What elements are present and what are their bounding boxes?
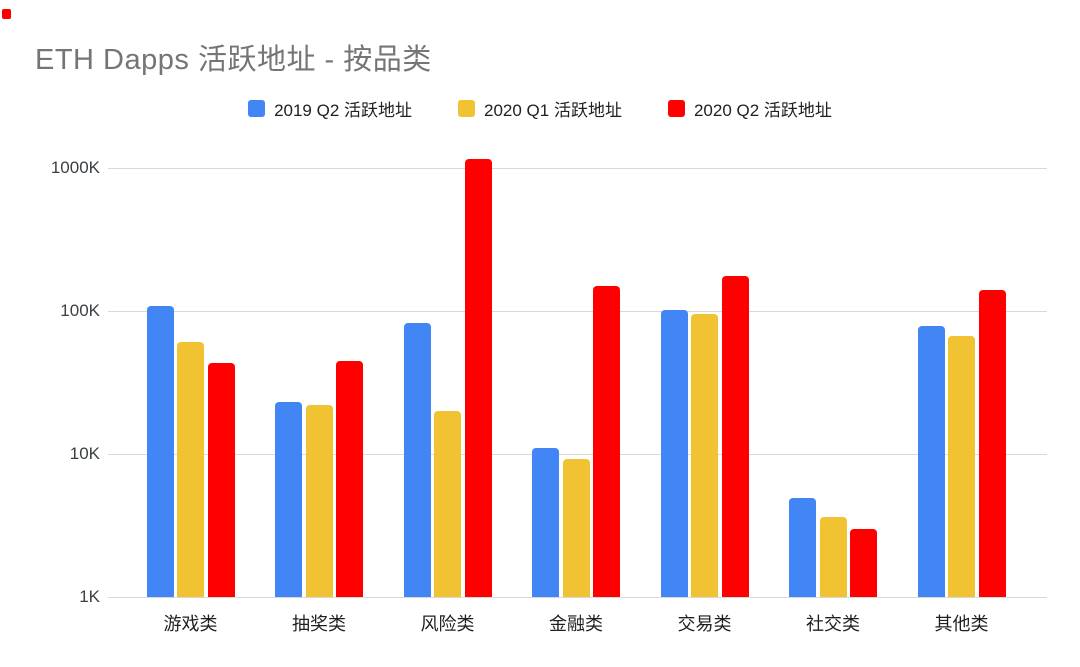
- bar-金融类-2019 Q2 活跃地址[interactable]: [532, 448, 559, 597]
- legend-item-label: 2020 Q2 活跃地址: [693, 100, 832, 120]
- gridline: [108, 597, 1047, 598]
- bar-游戏类-2019 Q2 活跃地址[interactable]: [146, 306, 174, 597]
- bar-其他类-2019 Q2 活跃地址[interactable]: [917, 325, 945, 597]
- legend-item-label: 2020 Q1 活跃地址: [484, 100, 622, 120]
- y-axis-label: 1K: [79, 587, 100, 606]
- bar-交易类-2020 Q1 活跃地址[interactable]: [691, 313, 718, 597]
- bar-其他类-2020 Q1 活跃地址[interactable]: [948, 335, 975, 597]
- bar-交易类-2019 Q2 活跃地址[interactable]: [660, 310, 688, 597]
- bar-其他类-2020 Q2 活跃地址[interactable]: [978, 289, 1006, 597]
- bar-社交类-2020 Q1 活跃地址[interactable]: [819, 517, 847, 597]
- legend-swatch-icon: [248, 99, 266, 117]
- bar-社交类-2020 Q2 活跃地址[interactable]: [850, 528, 877, 597]
- x-axis-label: 游戏类: [163, 614, 218, 634]
- x-axis-label: 抽奖类: [292, 614, 346, 634]
- bar-金融类-2020 Q1 活跃地址[interactable]: [562, 458, 590, 597]
- chart-title: ETH Dapps 活跃地址 - 按品类: [35, 44, 432, 76]
- x-axis-label: 风险类: [420, 614, 475, 634]
- x-axis-label: 金融类: [549, 614, 603, 634]
- legend: 2019 Q2 活跃地址 2020 Q1 活跃地址 2020 Q2 活跃地址: [0, 96, 1080, 121]
- bar-风险类-2020 Q2 活跃地址[interactable]: [464, 158, 492, 597]
- red-dot-icon: [2, 9, 11, 19]
- gridline: [108, 168, 1047, 169]
- legend-item[interactable]: 2020 Q2 活跃地址: [667, 96, 832, 121]
- bar-游戏类-2020 Q2 活跃地址[interactable]: [207, 363, 235, 597]
- gridline: [108, 454, 1047, 455]
- x-axis-label: 社交类: [806, 614, 860, 634]
- y-axis-label: 1000K: [50, 158, 100, 177]
- bar-风险类-2019 Q2 活跃地址[interactable]: [403, 323, 431, 597]
- gridline: [108, 311, 1047, 312]
- x-axis-label: 交易类: [677, 614, 732, 634]
- y-axis-label: 10K: [69, 444, 100, 463]
- bar-抽奖类-2020 Q1 活跃地址[interactable]: [305, 405, 333, 597]
- bar-抽奖类-2020 Q2 活跃地址[interactable]: [336, 360, 363, 597]
- y-axis-label: 100K: [60, 301, 100, 320]
- legend-item[interactable]: 2019 Q2 活跃地址: [248, 96, 412, 121]
- bar-游戏类-2020 Q1 活跃地址[interactable]: [177, 341, 204, 597]
- bar-抽奖类-2019 Q2 活跃地址[interactable]: [275, 402, 302, 597]
- bar-风险类-2020 Q1 活跃地址[interactable]: [434, 410, 461, 597]
- bar-交易类-2020 Q2 活跃地址[interactable]: [721, 275, 749, 597]
- legend-swatch-icon: [458, 99, 476, 117]
- bar-金融类-2020 Q2 活跃地址[interactable]: [593, 285, 620, 597]
- legend-item-label: 2019 Q2 活跃地址: [274, 100, 413, 120]
- legend-swatch-icon: [667, 99, 685, 117]
- bar-社交类-2019 Q2 活跃地址[interactable]: [789, 498, 816, 597]
- x-axis-label: 其他类: [934, 614, 989, 634]
- legend-item[interactable]: 2020 Q1 活跃地址: [458, 96, 622, 121]
